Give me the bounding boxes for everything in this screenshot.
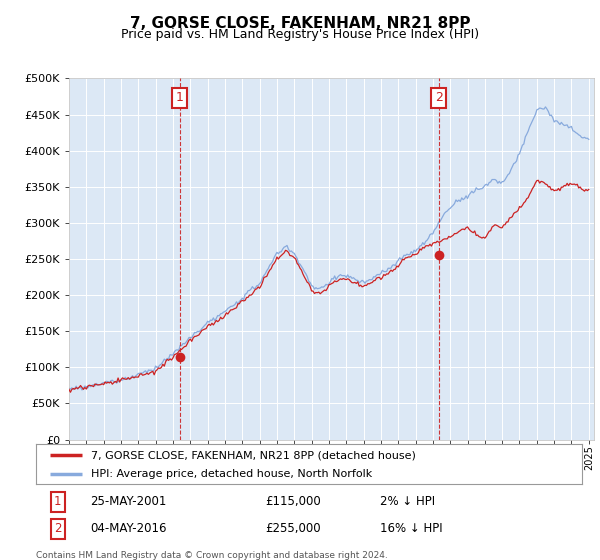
Text: 1: 1 [54,495,62,508]
Text: £115,000: £115,000 [265,495,321,508]
Text: £255,000: £255,000 [265,522,321,535]
Text: Contains HM Land Registry data © Crown copyright and database right 2024.
This d: Contains HM Land Registry data © Crown c… [36,551,388,560]
Text: 25-MAY-2001: 25-MAY-2001 [91,495,167,508]
Text: 2: 2 [434,91,443,104]
Text: 7, GORSE CLOSE, FAKENHAM, NR21 8PP (detached house): 7, GORSE CLOSE, FAKENHAM, NR21 8PP (deta… [91,450,415,460]
Text: Price paid vs. HM Land Registry's House Price Index (HPI): Price paid vs. HM Land Registry's House … [121,28,479,41]
Text: 16% ↓ HPI: 16% ↓ HPI [380,522,443,535]
Text: 2% ↓ HPI: 2% ↓ HPI [380,495,435,508]
Text: 2: 2 [54,522,62,535]
Text: 04-MAY-2016: 04-MAY-2016 [91,522,167,535]
Text: 1: 1 [176,91,184,104]
Text: 7, GORSE CLOSE, FAKENHAM, NR21 8PP: 7, GORSE CLOSE, FAKENHAM, NR21 8PP [130,16,470,31]
Text: HPI: Average price, detached house, North Norfolk: HPI: Average price, detached house, Nort… [91,469,372,479]
